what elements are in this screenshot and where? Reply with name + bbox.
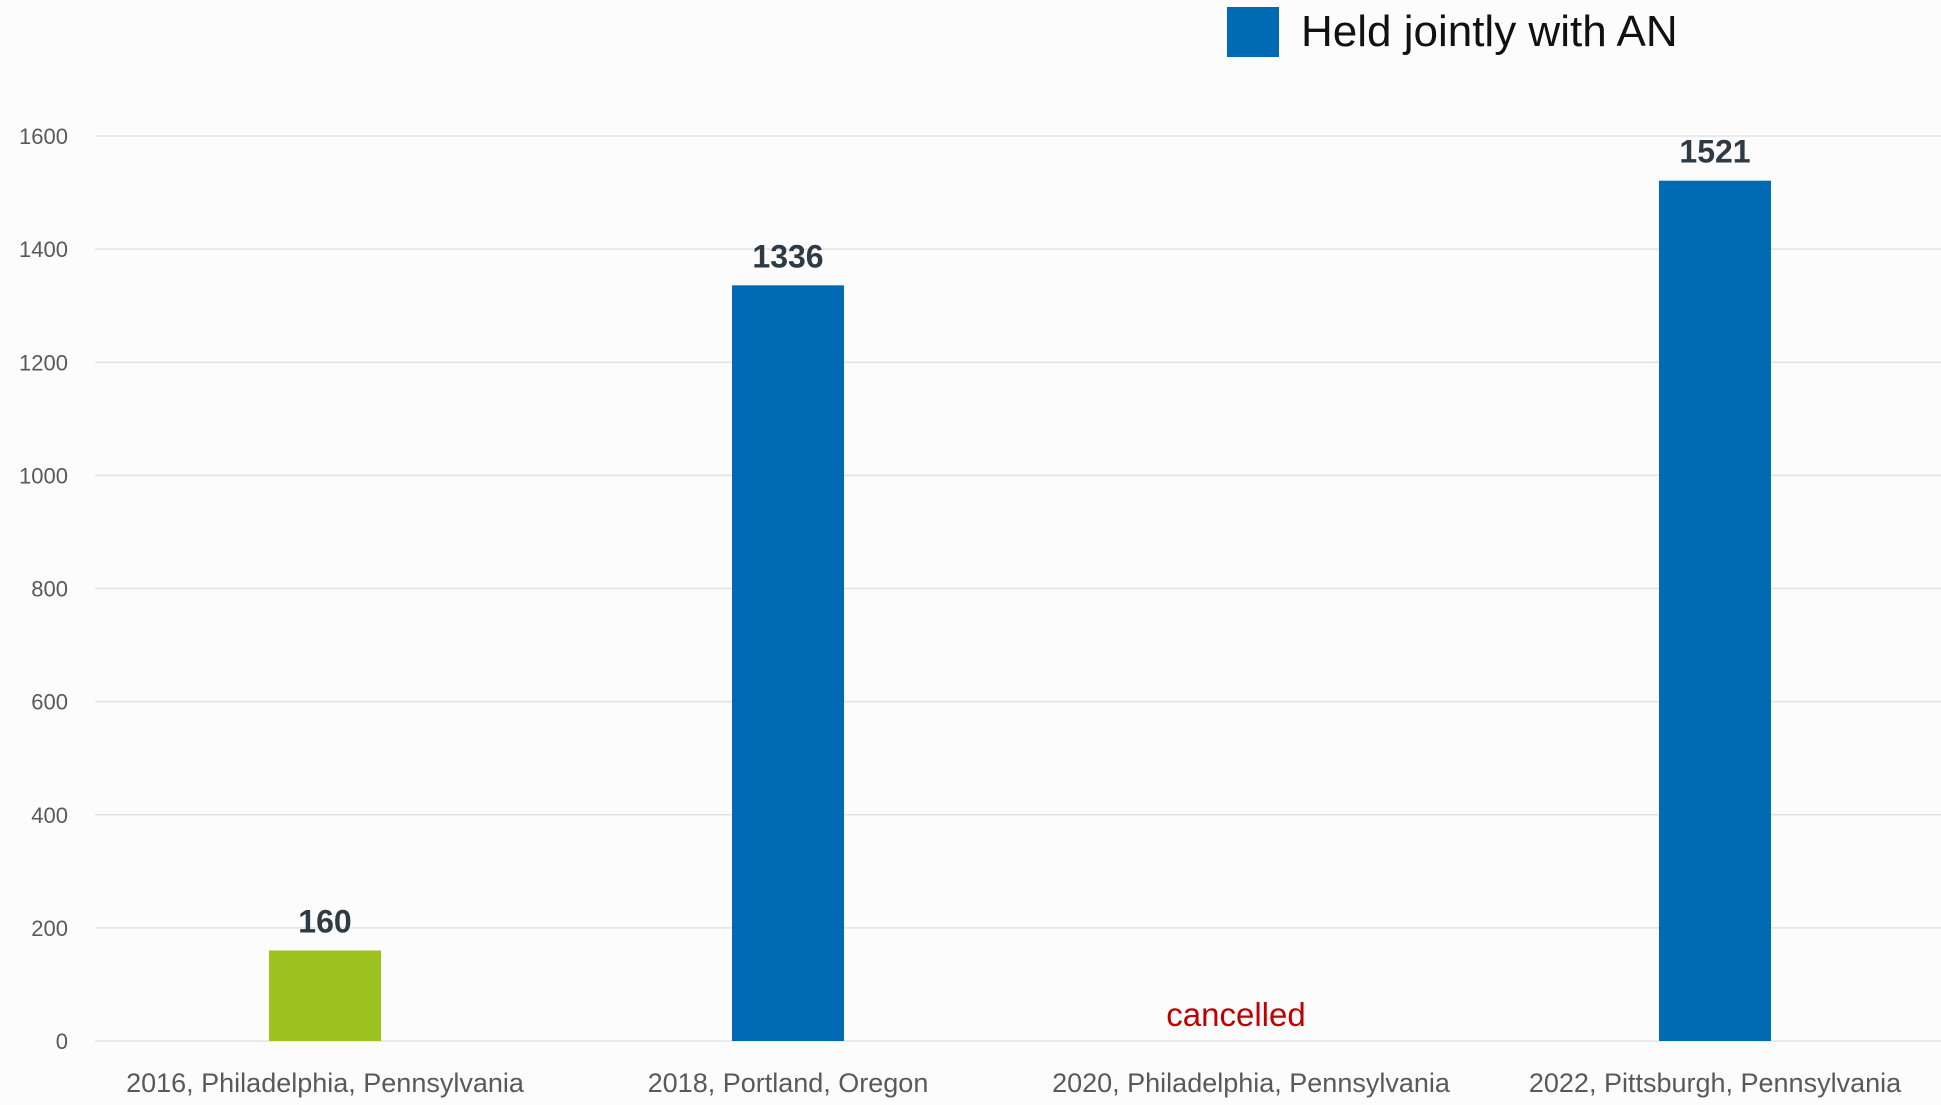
x-tick-label-0: 2016, Philadelphia, Pennsylvania: [126, 1068, 525, 1098]
y-tick-label-200: 200: [31, 916, 68, 941]
x-tick-label-3: 2022, Pittsburgh, Pennsylvania: [1529, 1068, 1902, 1098]
annotations: cancelled: [1166, 996, 1305, 1033]
y-tick-label-400: 400: [31, 803, 68, 828]
y-axis-ticks: 0 200 400 600 800 1000 1200 1400 1600: [19, 124, 68, 1054]
legend-swatch-0: [1227, 7, 1279, 57]
annotation-0: cancelled: [1166, 996, 1305, 1033]
data-label-0: 160: [298, 904, 351, 940]
legend: Held jointly with AN: [1227, 7, 1678, 57]
y-tick-label-0: 0: [56, 1029, 68, 1054]
y-tick-label-600: 600: [31, 690, 68, 715]
data-label-3: 1521: [1679, 134, 1750, 170]
y-tick-label-1400: 1400: [19, 237, 68, 262]
x-tick-label-1: 2018, Portland, Oregon: [648, 1068, 929, 1098]
data-label-1: 1336: [752, 238, 823, 274]
bar-0: [269, 950, 381, 1041]
gridlines: [95, 135, 1941, 1042]
y-tick-label-800: 800: [31, 577, 68, 602]
bar-1: [732, 285, 844, 1041]
x-axis-ticks: 2016, Philadelphia, Pennsylvania 2018, Po…: [126, 1068, 1902, 1098]
y-tick-label-1000: 1000: [19, 463, 68, 488]
bar-3: [1659, 180, 1771, 1041]
legend-label-0: Held jointly with AN: [1301, 7, 1678, 56]
data-labels: 160 1336 1521: [298, 134, 1750, 940]
y-tick-label-1200: 1200: [19, 350, 68, 375]
bars: [269, 180, 1771, 1041]
y-tick-label-1600: 1600: [19, 124, 68, 149]
x-tick-label-2: 2020, Philadelphia, Pennsylvania: [1052, 1068, 1451, 1098]
